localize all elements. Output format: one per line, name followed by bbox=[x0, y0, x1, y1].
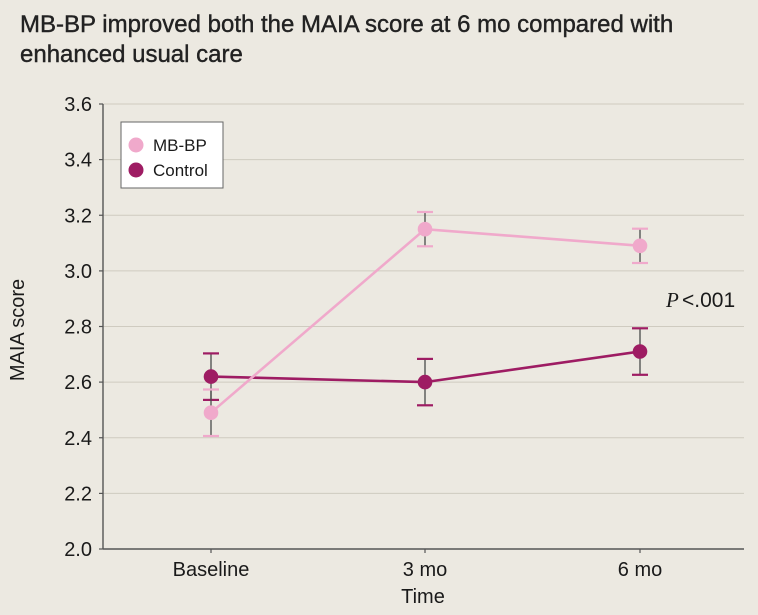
svg-text:2.4: 2.4 bbox=[64, 428, 92, 450]
svg-text:MB-BP: MB-BP bbox=[153, 136, 207, 155]
svg-text:2.0: 2.0 bbox=[64, 539, 92, 561]
svg-text:2.8: 2.8 bbox=[64, 317, 92, 339]
svg-text:3 mo: 3 mo bbox=[403, 559, 447, 581]
svg-text:Time: Time bbox=[401, 586, 445, 608]
svg-text:6 mo: 6 mo bbox=[618, 559, 662, 581]
svg-text:Baseline: Baseline bbox=[173, 559, 250, 581]
svg-text:2.2: 2.2 bbox=[64, 483, 92, 505]
svg-text:2.6: 2.6 bbox=[64, 372, 92, 394]
svg-text:MAIA score: MAIA score bbox=[7, 279, 29, 381]
svg-text:P: P bbox=[665, 288, 679, 312]
svg-text:3.2: 3.2 bbox=[64, 205, 92, 227]
svg-text:3.4: 3.4 bbox=[64, 150, 92, 172]
svg-text:Control: Control bbox=[153, 161, 208, 180]
svg-text:3.6: 3.6 bbox=[64, 94, 92, 116]
svg-text:3.0: 3.0 bbox=[64, 261, 92, 283]
svg-text:<.001: <.001 bbox=[682, 289, 735, 312]
